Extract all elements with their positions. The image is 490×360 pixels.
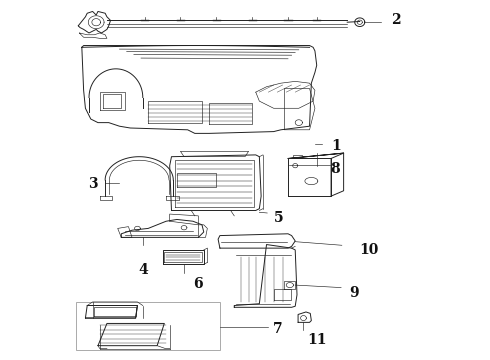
Text: 5: 5 <box>274 211 284 225</box>
Text: 10: 10 <box>359 243 378 257</box>
Text: 2: 2 <box>391 13 400 27</box>
Text: 8: 8 <box>330 162 340 176</box>
Text: 3: 3 <box>88 177 98 190</box>
Bar <box>76 302 220 350</box>
Text: 4: 4 <box>138 263 147 276</box>
Text: 9: 9 <box>349 286 359 300</box>
Text: 1: 1 <box>332 139 342 153</box>
Text: 6: 6 <box>194 277 203 291</box>
Text: 11: 11 <box>307 333 326 347</box>
Text: 7: 7 <box>272 322 282 336</box>
